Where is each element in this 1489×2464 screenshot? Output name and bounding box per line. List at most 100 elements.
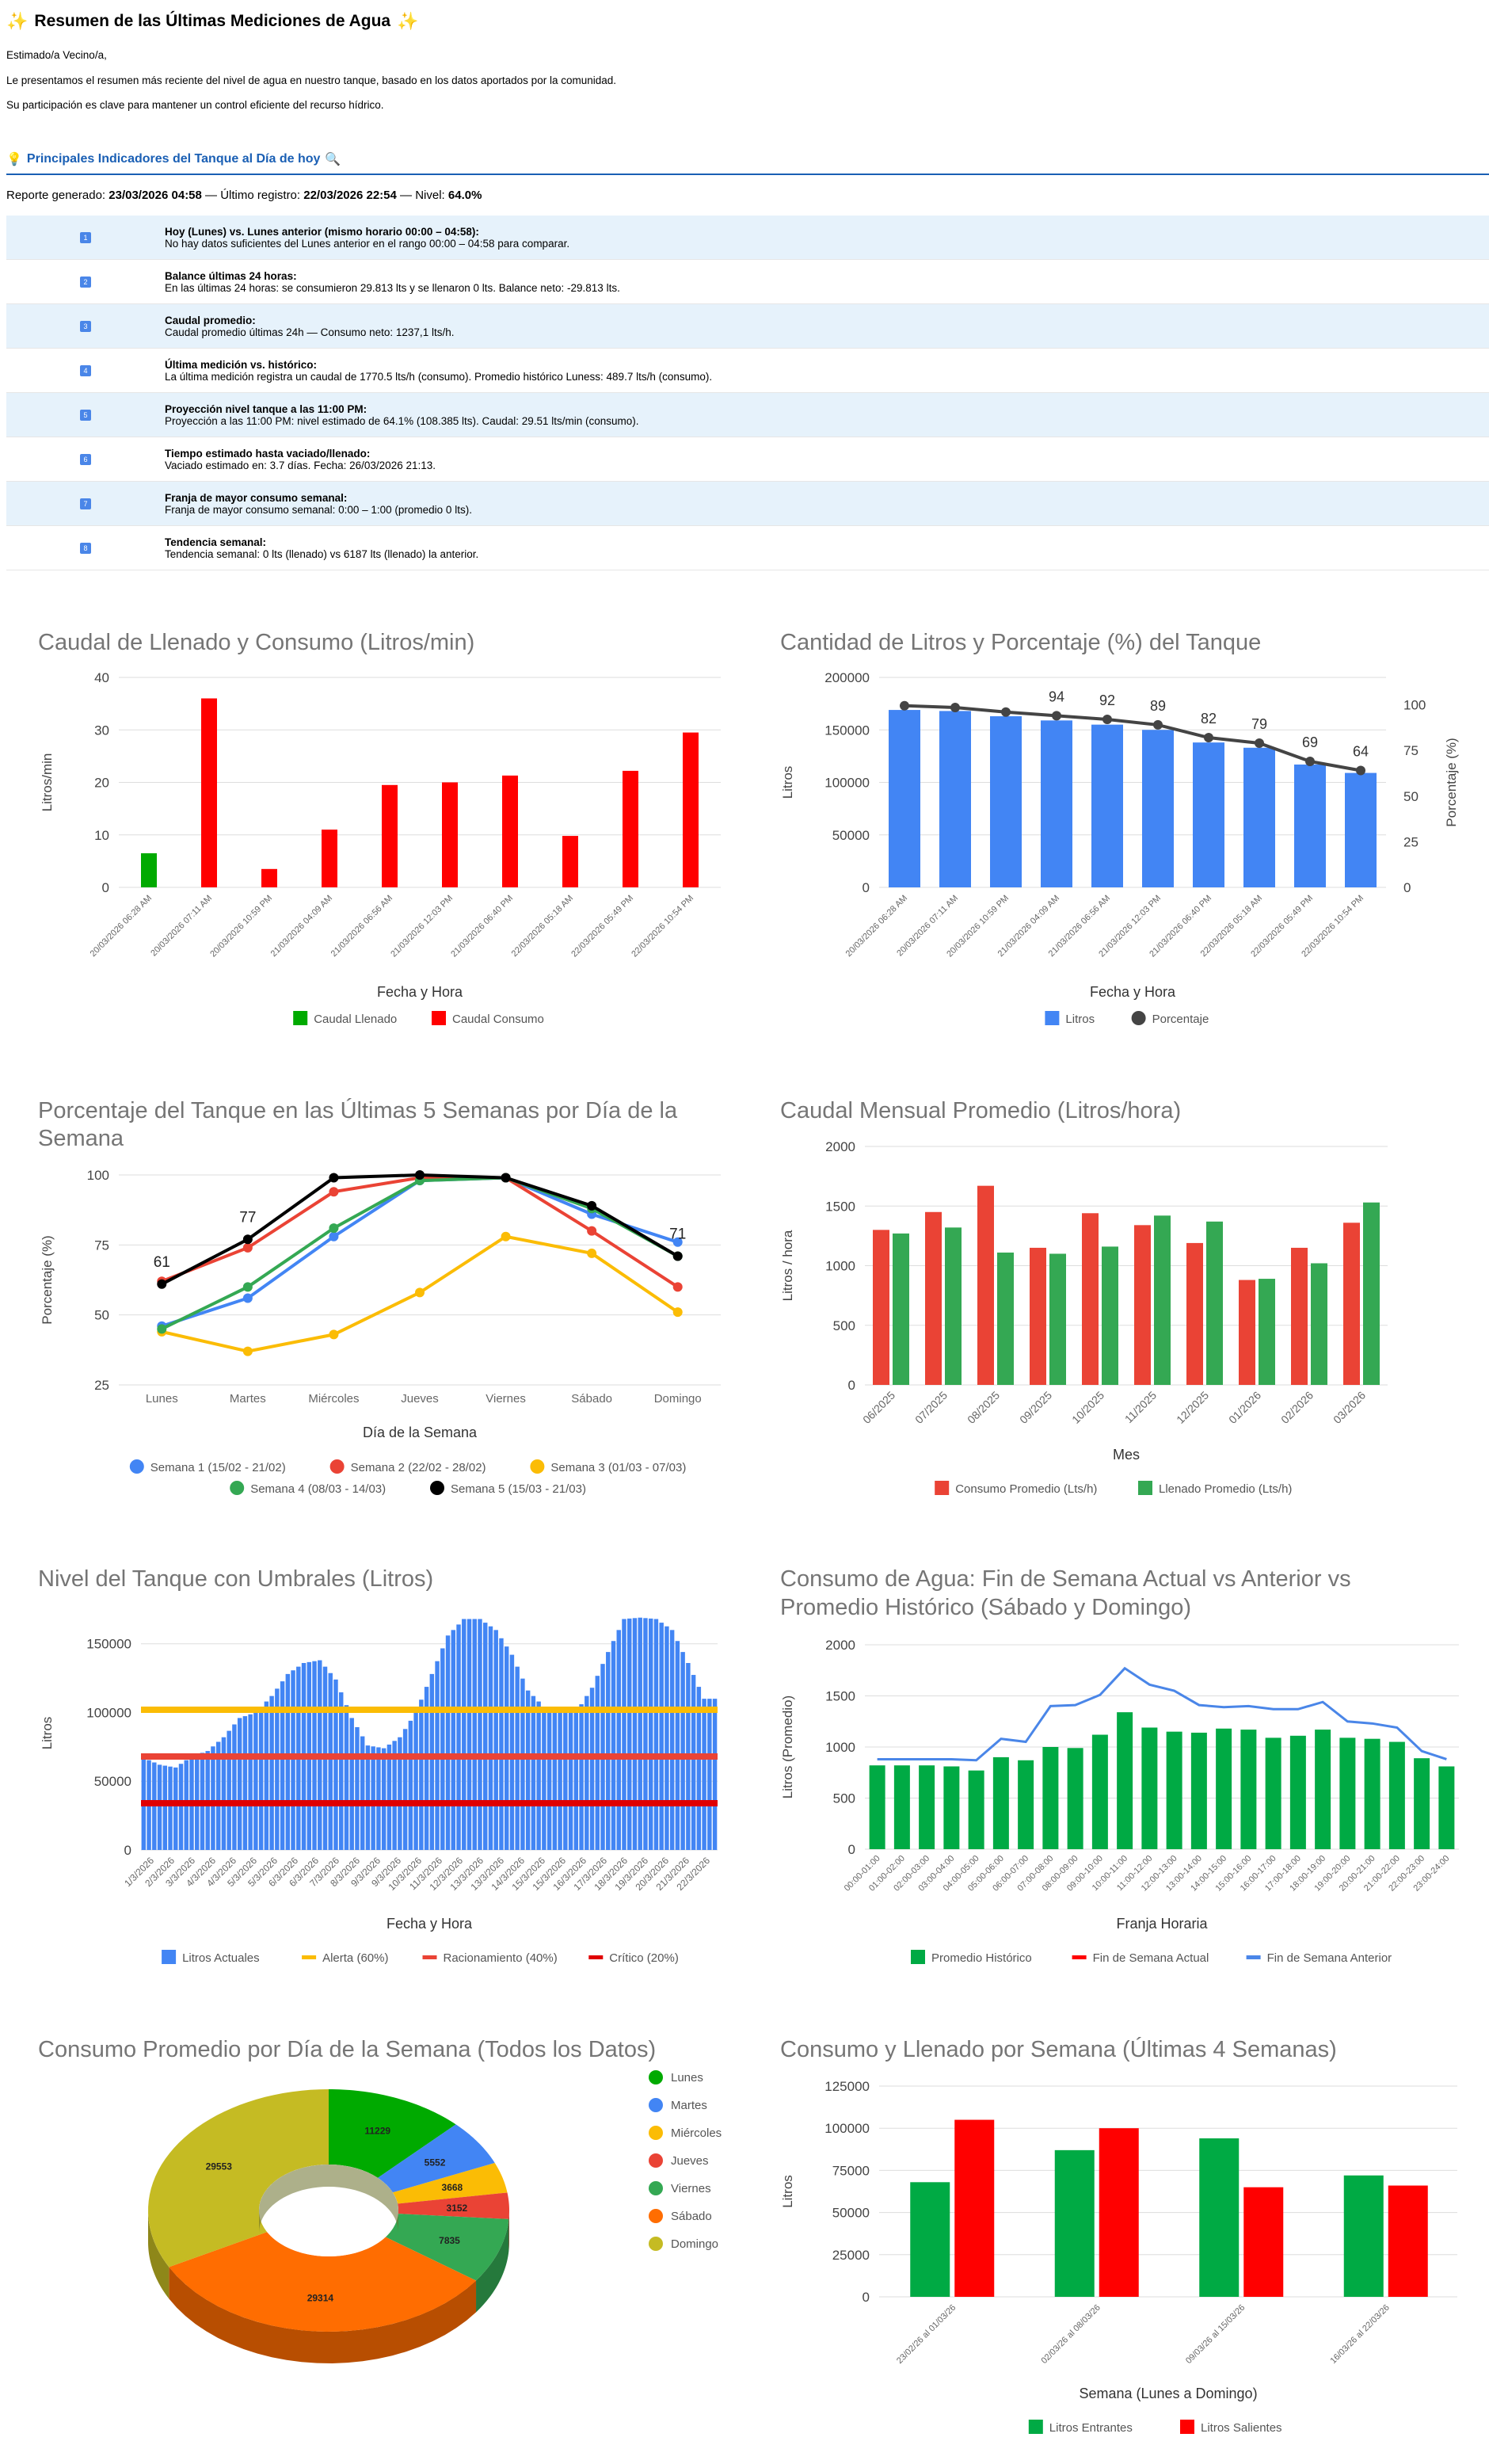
- data-point: [329, 1187, 339, 1197]
- data-point: [242, 1293, 253, 1303]
- kpi-row: 2 Balance últimas 24 horas: En las última…: [6, 260, 1489, 304]
- bar: [424, 1687, 429, 1850]
- data-point: [329, 1231, 339, 1242]
- bar: [669, 1630, 675, 1850]
- bar: [355, 1726, 360, 1850]
- legend-label: Fin de Semana Anterior: [1267, 1951, 1392, 1965]
- legend-label: Litros Salientes: [1201, 2421, 1282, 2435]
- bar: [387, 1744, 392, 1850]
- bar: [606, 1652, 611, 1850]
- bar: [442, 782, 458, 887]
- data-point: [950, 703, 960, 713]
- bar: [456, 1624, 461, 1850]
- pie-slice: [392, 2162, 508, 2204]
- page-title: Resumen de las Últimas Mediciones de Agu…: [34, 12, 391, 30]
- bar: [1030, 1247, 1046, 1385]
- slice-label: 29314: [307, 2292, 334, 2303]
- legend-label: Llenado Promedio (Lts/h): [1159, 1482, 1292, 1496]
- legend-label: Semana 5 (15/03 - 21/03): [451, 1482, 586, 1496]
- legend-marker: [530, 1459, 545, 1474]
- bar: [371, 1746, 375, 1850]
- legend-label: Racionamiento (40%): [444, 1951, 558, 1965]
- y-axis-label: Porcentaje (%): [40, 1235, 55, 1324]
- legend-marker: [422, 1955, 437, 1959]
- y-axis-label: Litros/min: [40, 753, 55, 812]
- sparkles-icon: ✨: [6, 11, 29, 31]
- bar: [691, 1675, 696, 1850]
- pie-slice-side: [508, 2210, 509, 2251]
- bar: [258, 1707, 264, 1850]
- x-tick-label: Martes: [230, 1392, 266, 1406]
- x-tick-label: 08/2025: [965, 1389, 1002, 1426]
- slice-label: 3668: [442, 2182, 463, 2193]
- x-axis-label: Franja Horaria: [1116, 1916, 1208, 1932]
- bar: [1091, 1734, 1108, 1849]
- bar: [563, 1712, 568, 1850]
- bar: [546, 1708, 552, 1850]
- bar: [1243, 747, 1275, 887]
- bar: [531, 1695, 536, 1850]
- kpi-row-title: Tendencia semanal:: [165, 536, 267, 548]
- kpi-row: 6 Tiempo estimado hasta vaciado/llenado:…: [6, 437, 1489, 482]
- legend-label: Domingo: [671, 2237, 718, 2251]
- legend-label: Litros: [1065, 1013, 1095, 1026]
- bar: [977, 1185, 994, 1385]
- kpi-section-title: 💡 Principales Indicadores del Tanque al …: [6, 151, 341, 167]
- legend-marker: [649, 2126, 663, 2140]
- bar: [675, 1641, 680, 1850]
- bar: [611, 1641, 616, 1850]
- bar: [269, 1695, 274, 1850]
- legend-label: Martes: [671, 2099, 707, 2112]
- legend-marker: [911, 1950, 925, 1964]
- data-point: [587, 1200, 597, 1211]
- bar: [558, 1712, 562, 1850]
- bar: [954, 2119, 995, 2297]
- bar: [712, 1699, 718, 1850]
- y-tick-label: 0: [863, 2290, 870, 2305]
- y-tick-label: 25000: [832, 2248, 870, 2263]
- y-tick-label: 500: [833, 1791, 855, 1806]
- y-tick-label: 0: [124, 1843, 131, 1858]
- kpi-row-body: Franja de mayor consumo semanal: 0:00 – …: [165, 503, 472, 516]
- kpi-row: 4 Última medición vs. histórico: La últim…: [6, 349, 1489, 393]
- data-label: 94: [1049, 688, 1064, 704]
- bar: [493, 1630, 498, 1850]
- bar: [1240, 1730, 1257, 1849]
- legend-label: Semana 2 (22/02 - 28/02): [351, 1461, 486, 1474]
- number-badge: 3: [80, 320, 91, 332]
- legend-label: Promedio Histórico: [931, 1951, 1032, 1965]
- bar: [173, 1767, 178, 1850]
- kpi-row-title: Caudal promedio:: [165, 314, 256, 326]
- data-point: [587, 1226, 597, 1236]
- data-point: [329, 1329, 339, 1340]
- data-point: [501, 1173, 511, 1183]
- bar: [653, 1619, 659, 1850]
- x-axis-label: Mes: [1113, 1447, 1140, 1463]
- y2-tick-label: 50: [1403, 789, 1419, 804]
- y-tick-label: 50: [94, 1308, 109, 1323]
- bar: [445, 1635, 451, 1850]
- legend-marker: [1131, 1011, 1146, 1025]
- bar: [1142, 730, 1174, 887]
- bar: [1186, 1242, 1203, 1385]
- legend-label: Caudal Consumo: [452, 1013, 544, 1026]
- legend-label: Miércoles: [671, 2126, 722, 2140]
- y-tick-label: 50000: [832, 2206, 870, 2221]
- bar: [248, 1714, 253, 1850]
- bar: [1345, 772, 1377, 887]
- legend-label: Semana 3 (01/03 - 07/03): [550, 1461, 686, 1474]
- data-point: [157, 1279, 167, 1289]
- data-point: [672, 1282, 683, 1292]
- y-tick-label: 125000: [824, 2079, 870, 2094]
- bar: [623, 770, 638, 887]
- slice-label: 29553: [206, 2161, 233, 2172]
- intro-paragraph: Le presentamos el resumen más reciente d…: [6, 74, 616, 86]
- legend-marker: [649, 2070, 663, 2084]
- slice-label: 7835: [439, 2235, 460, 2246]
- legend-marker: [1072, 1955, 1087, 1959]
- legend-marker: [649, 2098, 663, 2112]
- bar: [1193, 742, 1224, 887]
- bar: [665, 1626, 669, 1850]
- number-badge: 5: [80, 409, 91, 421]
- bar: [1388, 2185, 1428, 2297]
